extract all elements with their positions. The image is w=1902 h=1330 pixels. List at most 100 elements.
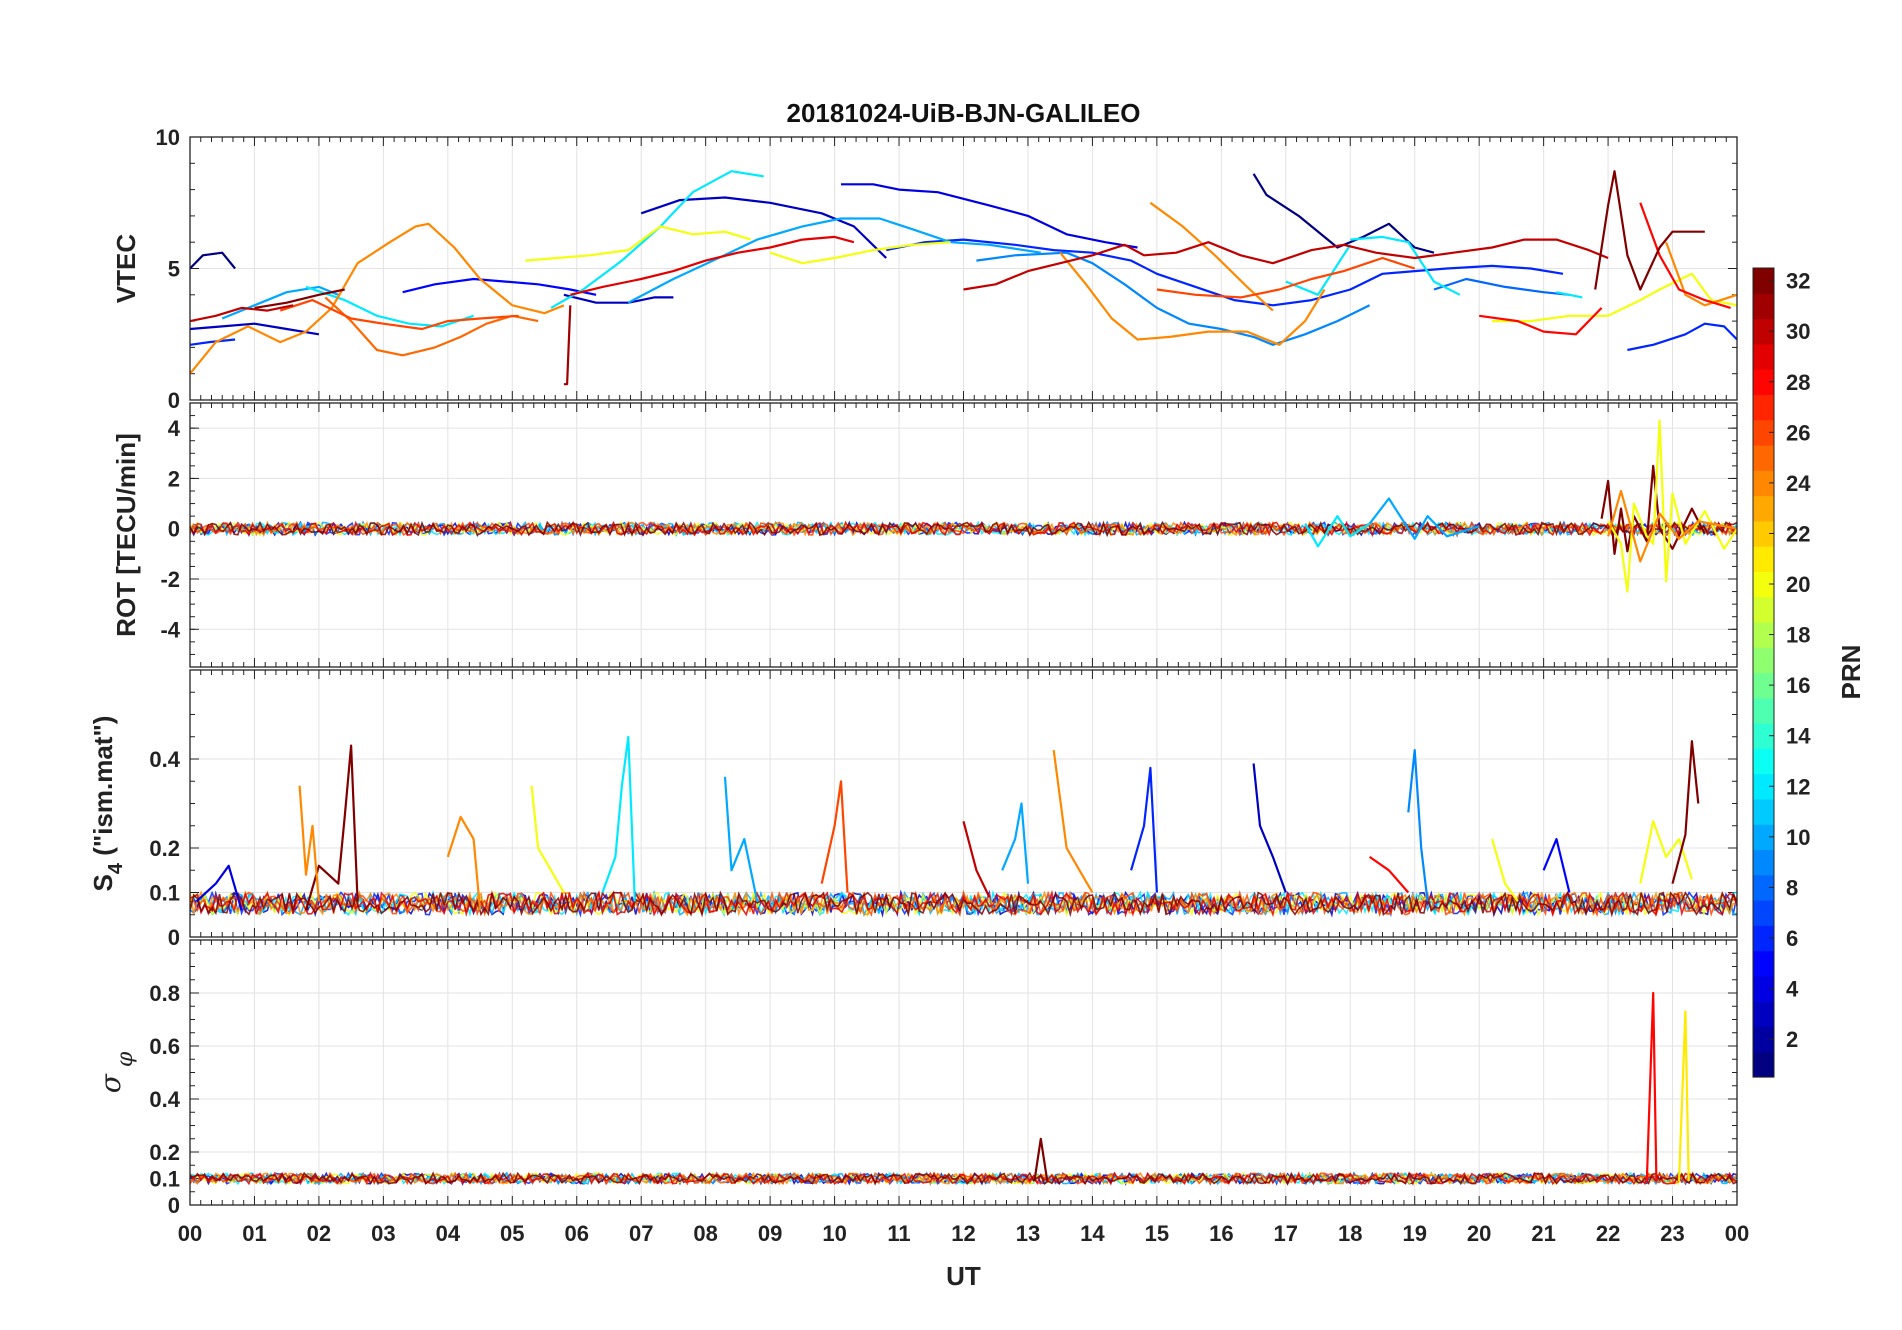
series-prn-29 bbox=[570, 235, 855, 296]
series-prn-9 bbox=[1407, 749, 1429, 902]
x-tick-label: 06 bbox=[565, 1221, 589, 1246]
colorbar-band-6 bbox=[1753, 925, 1774, 952]
colorbar-tick-label: 8 bbox=[1786, 875, 1798, 900]
series-prn-24 bbox=[1665, 241, 1737, 307]
series-prn-28 bbox=[1639, 202, 1731, 309]
series-prn-32 bbox=[254, 288, 345, 309]
y-tick-label: 0.6 bbox=[149, 1034, 180, 1059]
x-tick-label: 18 bbox=[1338, 1221, 1362, 1246]
series-prn-28 bbox=[1479, 307, 1603, 336]
noise-series-prn-32 bbox=[190, 520, 1737, 538]
panel-2: -4 -2 0 2 4 ROT [TECU/min] bbox=[111, 402, 1738, 668]
series-prn-20 bbox=[1639, 820, 1693, 884]
series-prn-12 bbox=[1556, 291, 1583, 299]
x-tick-label: 00 bbox=[1725, 1221, 1749, 1246]
colorbar-band-20 bbox=[1753, 571, 1774, 598]
x-tick-label: 21 bbox=[1531, 1221, 1555, 1246]
series-prn-31 bbox=[563, 305, 572, 386]
series-prn-32 bbox=[1600, 464, 1706, 555]
series-prn-32 bbox=[1671, 740, 1700, 884]
colorbar-band-5 bbox=[1753, 950, 1774, 977]
x-tick-label: 12 bbox=[951, 1221, 975, 1246]
noise-series-prn-12 bbox=[190, 1171, 1737, 1186]
colorbar-band-13 bbox=[1753, 748, 1774, 775]
colorbar-band-29 bbox=[1753, 343, 1774, 370]
colorbar-band-19 bbox=[1753, 596, 1774, 623]
series-prn-5 bbox=[402, 277, 597, 296]
x-tick-label: 15 bbox=[1145, 1221, 1169, 1246]
panel-3: 0 0.1 0.2 0.4 S4 ("ism.mat") bbox=[88, 669, 1738, 950]
y-tick-label: 0 bbox=[168, 1193, 180, 1218]
series-prn-12 bbox=[1285, 244, 1352, 296]
y-tick-label: 0.1 bbox=[149, 881, 180, 906]
x-tick-label: 11 bbox=[887, 1221, 910, 1246]
colorbar-tick-label: 28 bbox=[1786, 370, 1810, 395]
colorbar-tick-label: 10 bbox=[1786, 825, 1810, 850]
colorbar-tick-label: 18 bbox=[1786, 623, 1810, 648]
x-tick-label: 08 bbox=[693, 1221, 717, 1246]
y-tick-label: 0.2 bbox=[149, 1140, 180, 1165]
series-prn-30 bbox=[963, 238, 1609, 291]
plot-frame bbox=[189, 402, 1738, 668]
series-prn-28 bbox=[1368, 855, 1410, 894]
colorbar-band-4 bbox=[1753, 975, 1774, 1002]
series-prn-24 bbox=[1059, 252, 1326, 346]
x-tick-label: 05 bbox=[500, 1221, 524, 1246]
x-tick-label: 16 bbox=[1209, 1221, 1233, 1246]
series-prn-6 bbox=[190, 338, 236, 346]
colorbar-band-22 bbox=[1753, 520, 1774, 547]
x-tick-label: 13 bbox=[1016, 1221, 1040, 1246]
series-prn-12 bbox=[1350, 235, 1461, 296]
colorbar-tick-label: 6 bbox=[1786, 926, 1798, 951]
noise-series-prn-32 bbox=[190, 1171, 1737, 1186]
x-tick-label: 20 bbox=[1467, 1221, 1491, 1246]
plot-frame bbox=[189, 136, 1738, 401]
colorbar-tick-label: 30 bbox=[1786, 319, 1810, 344]
series-prn-20 bbox=[530, 785, 565, 894]
series-prn-4 bbox=[195, 864, 243, 911]
x-tick-label: 23 bbox=[1660, 1221, 1684, 1246]
y-tick-label: -4 bbox=[160, 617, 180, 642]
series-group bbox=[190, 991, 1737, 1186]
y-tick-label: 4 bbox=[168, 416, 181, 441]
colorbar-band-32 bbox=[1753, 268, 1774, 294]
series-prn-10 bbox=[1368, 497, 1480, 540]
colorbar-tick-label: 20 bbox=[1786, 572, 1810, 597]
plot-frame bbox=[189, 939, 1738, 1206]
y-axis-label: σ φ bbox=[94, 1051, 138, 1093]
x-tick-label: 22 bbox=[1596, 1221, 1620, 1246]
colorbar-tick-label: 26 bbox=[1786, 420, 1810, 445]
x-tick-label: 01 bbox=[242, 1221, 266, 1246]
colorbar-band-21 bbox=[1753, 546, 1774, 572]
colorbar-band-24 bbox=[1753, 470, 1774, 497]
series-prn-10 bbox=[221, 285, 339, 320]
colorbar-band-15 bbox=[1753, 697, 1774, 724]
series-group bbox=[190, 170, 1737, 386]
series-prn-32 bbox=[1594, 170, 1705, 291]
colorbar-band-14 bbox=[1753, 723, 1774, 749]
series-prn-10 bbox=[723, 776, 759, 902]
series-prn-3 bbox=[190, 322, 320, 336]
series-prn-20 bbox=[769, 241, 951, 265]
colorbar-frame bbox=[1752, 267, 1775, 1078]
series-prn-20 bbox=[525, 225, 752, 262]
series-prn-8 bbox=[1433, 277, 1570, 296]
colorbar-band-28 bbox=[1753, 369, 1774, 396]
colorbar-band-30 bbox=[1753, 318, 1774, 345]
x-tick-label: 17 bbox=[1274, 1221, 1298, 1246]
colorbar-band-1 bbox=[1753, 1051, 1774, 1078]
series-prn-10 bbox=[627, 217, 1041, 304]
series-prn-20 bbox=[1491, 838, 1519, 903]
noise-series-prn-26 bbox=[190, 520, 1737, 538]
series-prn-3 bbox=[640, 196, 887, 259]
colorbar-band-8 bbox=[1753, 874, 1774, 901]
colorbar-band-26 bbox=[1753, 419, 1774, 446]
colorbar-band-16 bbox=[1753, 672, 1774, 699]
colorbar-band-27 bbox=[1753, 394, 1774, 421]
y-tick-label: 0 bbox=[168, 925, 180, 950]
colorbar-band-11 bbox=[1753, 798, 1774, 825]
y-tick-label: -2 bbox=[160, 567, 180, 592]
x-tick-label: 04 bbox=[436, 1221, 461, 1246]
